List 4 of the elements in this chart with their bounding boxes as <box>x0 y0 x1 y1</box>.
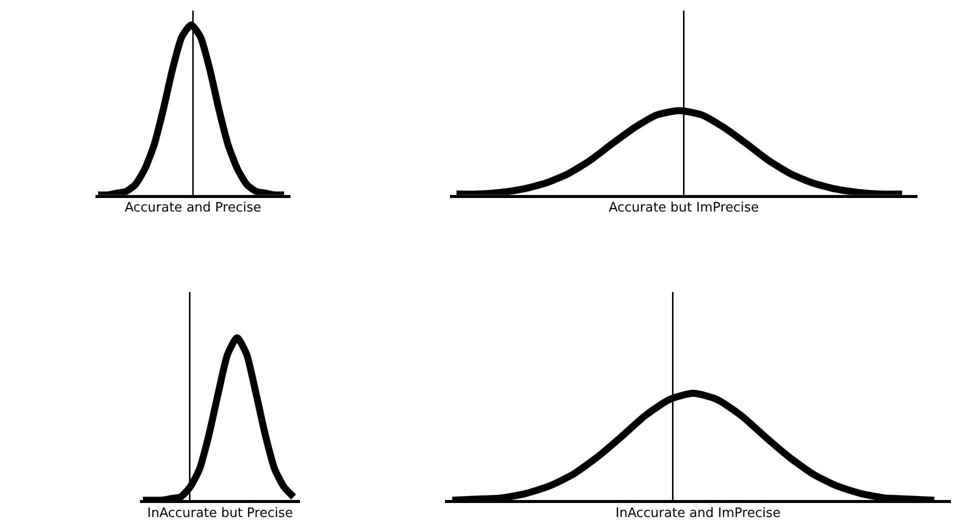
x-axis-title: InAccurate and ImPrecise <box>616 506 781 521</box>
x-axis-title: Accurate but ImPrecise <box>608 200 759 216</box>
x-axis-title: Accurate and Precise <box>124 200 262 216</box>
x-axis-title: InAccurate but Precise <box>147 506 294 521</box>
